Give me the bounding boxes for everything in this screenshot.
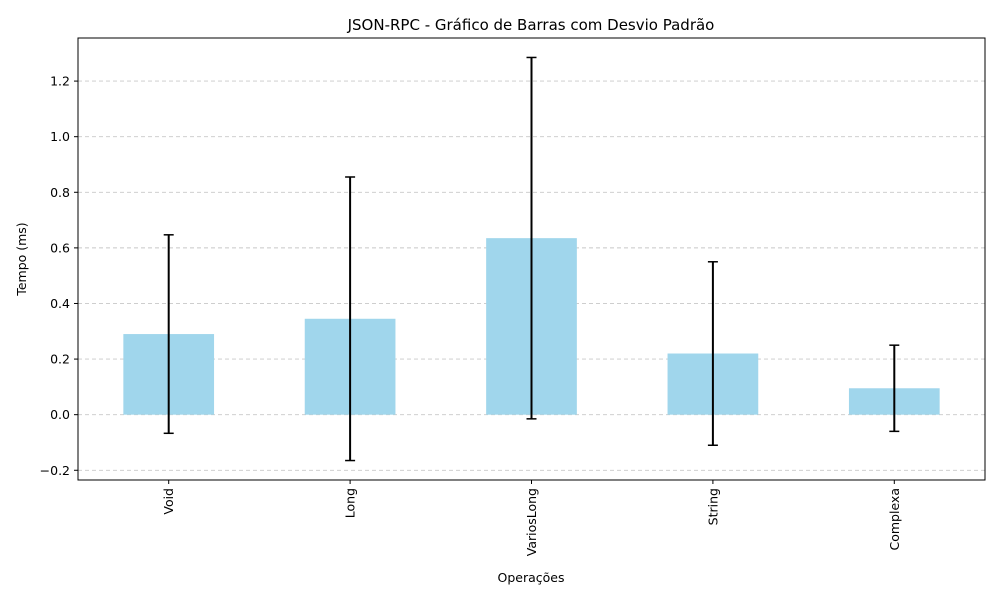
x-tick-label: Long — [343, 488, 358, 518]
error-bars — [163, 56, 900, 462]
y-tick-label: 0.8 — [50, 185, 70, 200]
y-tick-label: 1.0 — [50, 129, 70, 144]
y-axis: −0.2 0.0 0.2 0.4 0.6 0.8 1.0 1.2 — [40, 74, 78, 478]
x-axis-label: Operações — [498, 570, 565, 585]
x-tick-label: Complexa — [887, 488, 902, 551]
x-tick-label: VariosLong — [524, 488, 539, 556]
y-tick-label: 0.0 — [50, 407, 70, 422]
y-tick-label: 0.4 — [50, 296, 70, 311]
x-tick-label: Void — [161, 488, 176, 515]
y-tick-label: 0.6 — [50, 240, 70, 255]
chart-title: JSON-RPC - Gráfico de Barras com Desvio … — [347, 16, 715, 34]
y-tick-label: 1.2 — [50, 74, 70, 89]
x-tick-label: String — [705, 488, 720, 525]
x-axis: Void Long VariosLong String Complexa — [161, 480, 902, 556]
y-tick-label: −0.2 — [40, 463, 70, 478]
y-tick-label: 0.2 — [50, 352, 70, 367]
y-axis-label: Tempo (ms) — [14, 222, 29, 296]
